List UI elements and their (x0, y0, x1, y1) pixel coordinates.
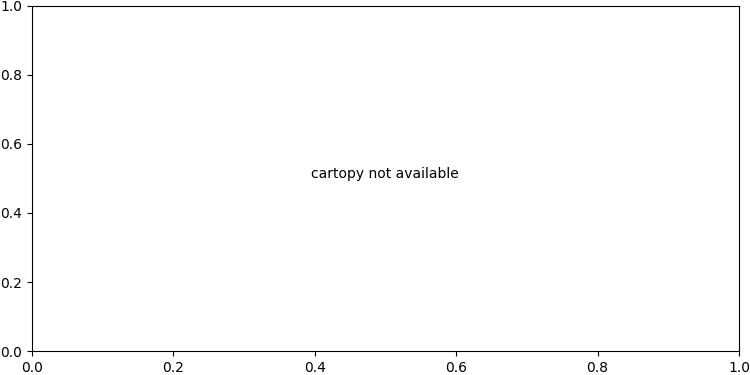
Text: cartopy not available: cartopy not available (311, 167, 459, 182)
